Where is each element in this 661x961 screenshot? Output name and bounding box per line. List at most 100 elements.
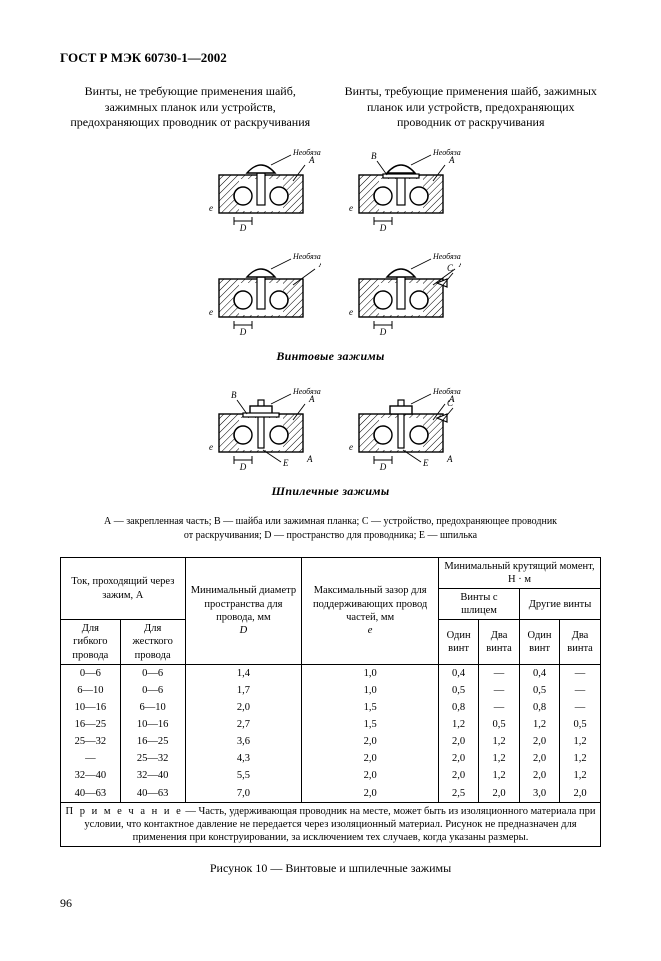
table-cell: 5,5: [185, 767, 302, 784]
table-cell: —: [560, 682, 601, 699]
table-cell: 1,2: [479, 750, 520, 767]
table-cell: 2,0: [439, 750, 479, 767]
table-cell: 40—63: [120, 785, 185, 803]
page-number: 96: [60, 896, 601, 911]
svg-text:e: e: [349, 307, 353, 317]
table-cell: —: [479, 664, 520, 682]
right-column-heading: Винты, требующие применения шайб, зажимн…: [341, 84, 602, 131]
table-cell: 0,8: [439, 699, 479, 716]
table-cell: 1,2: [479, 767, 520, 784]
table-cell: 1,0: [302, 664, 439, 682]
table-cell: 2,0: [479, 785, 520, 803]
screw-clamp-diagram-2: DeAНеобязательноB: [341, 141, 461, 235]
table-cell: 1,5: [302, 699, 439, 716]
table-row: 32—4032—405,52,02,01,22,01,2: [61, 767, 601, 784]
th-flex: Для гибкого провода: [61, 620, 121, 664]
svg-text:D: D: [238, 462, 246, 470]
table-cell: 2,0: [560, 785, 601, 803]
table-cell: 2,0: [439, 767, 479, 784]
svg-text:A: A: [446, 454, 453, 464]
legend-line-1: А — закрепленная часть; В — шайба или за…: [104, 516, 557, 527]
table-cell: 1,2: [439, 716, 479, 733]
stud-clamps-row: DeAНеобязательноBEA DeAНеобязательноCEA: [60, 380, 601, 474]
screw-clamp-diagram-3: DeAНеобязательно: [201, 245, 321, 339]
th-diameter-text: Минимальный диаметр пространства для про…: [191, 585, 296, 622]
table-cell: 1,4: [185, 664, 302, 682]
table-cell: 2,0: [302, 785, 439, 803]
document-code: ГОСТ Р МЭК 60730-1—2002: [60, 50, 601, 66]
diagram-legend: А — закрепленная часть; В — шайба или за…: [60, 515, 601, 543]
th-diameter-sym: D: [240, 625, 248, 636]
th-other-screws: Другие винты: [519, 589, 600, 620]
screw-clamps-row-2: DeAНеобязательно DeAНеобязательноC: [60, 245, 601, 339]
svg-text:Необязательно: Необязательно: [432, 148, 461, 157]
svg-text:e: e: [349, 442, 353, 452]
table-cell: 16—25: [61, 716, 121, 733]
table-cell: 1,5: [302, 716, 439, 733]
table-cell: 1,0: [302, 682, 439, 699]
table-cell: 7,0: [185, 785, 302, 803]
svg-text:e: e: [349, 203, 353, 213]
table-cell: 2,0: [185, 699, 302, 716]
svg-text:D: D: [238, 327, 246, 335]
table-cell: —: [61, 750, 121, 767]
table-row: 25—3216—253,62,02,01,22,01,2: [61, 733, 601, 750]
table-cell: 4,3: [185, 750, 302, 767]
svg-text:D: D: [238, 223, 246, 231]
table-cell: 1,2: [560, 750, 601, 767]
th-rigid: Для жесткого провода: [120, 620, 185, 664]
svg-text:Необязательно: Необязательно: [292, 148, 321, 157]
table-cell: 2,0: [519, 733, 559, 750]
table-cell: 0,5: [439, 682, 479, 699]
table-cell: 0—6: [120, 664, 185, 682]
stud-clamps-label: Шпилечные зажимы: [60, 484, 601, 499]
parameters-table: Ток, проходящий через зажим, А Минимальн…: [60, 557, 601, 847]
th-other-two: Два винта: [560, 620, 601, 664]
svg-text:e: e: [209, 307, 213, 317]
svg-text:B: B: [231, 390, 237, 400]
th-other-one: Один винт: [519, 620, 559, 664]
svg-text:B: B: [371, 151, 377, 161]
table-cell: 0,4: [439, 664, 479, 682]
svg-text:E: E: [282, 458, 289, 468]
left-column-heading: Винты, не требующие применения шайб, заж…: [60, 84, 321, 131]
svg-text:E: E: [422, 458, 429, 468]
table-cell: 2,0: [519, 767, 559, 784]
table-cell: 2,7: [185, 716, 302, 733]
table-cell: 3,6: [185, 733, 302, 750]
table-cell: 32—40: [120, 767, 185, 784]
figure-caption: Рисунок 10 — Винтовые и шпилечные зажимы: [60, 861, 601, 876]
stud-clamp-diagram-1: DeAНеобязательноBEA: [201, 380, 321, 474]
table-cell: 0—6: [120, 682, 185, 699]
table-note-row: П р и м е ч а н и е — Часть, удерживающа…: [61, 802, 601, 846]
table-cell: —: [560, 664, 601, 682]
note-label: П р и м е ч а н и е: [66, 806, 183, 817]
svg-text:C: C: [447, 263, 454, 273]
table-cell: 0,5: [479, 716, 520, 733]
table-cell: 0—6: [61, 664, 121, 682]
th-diameter: Минимальный диаметр пространства для про…: [185, 557, 302, 664]
table-cell: 0,8: [519, 699, 559, 716]
table-cell: 1,2: [479, 733, 520, 750]
table-cell: 10—16: [120, 716, 185, 733]
table-cell: 1,2: [560, 733, 601, 750]
table-cell: 2,0: [439, 733, 479, 750]
svg-text:Необязательно: Необязательно: [432, 387, 461, 396]
svg-text:Необязательно: Необязательно: [292, 387, 321, 396]
table-cell: 0,5: [560, 716, 601, 733]
table-row: 16—2510—162,71,51,20,51,20,5: [61, 716, 601, 733]
table-row: 40—6340—637,02,02,52,03,02,0: [61, 785, 601, 803]
th-gap: Максимальный зазор для поддерживающих пр…: [302, 557, 439, 664]
table-cell: 25—32: [120, 750, 185, 767]
screw-clamp-diagram-1: DeAНеобязательно: [201, 141, 321, 235]
table-cell: 6—10: [120, 699, 185, 716]
table-cell: 1,2: [519, 716, 559, 733]
table-cell: 1,2: [560, 767, 601, 784]
table-cell: —: [479, 699, 520, 716]
table-cell: 32—40: [61, 767, 121, 784]
svg-text:e: e: [209, 442, 213, 452]
table-cell: 3,0: [519, 785, 559, 803]
table-row: —25—324,32,02,01,22,01,2: [61, 750, 601, 767]
table-cell: 2,5: [439, 785, 479, 803]
th-gap-sym: e: [368, 625, 373, 636]
